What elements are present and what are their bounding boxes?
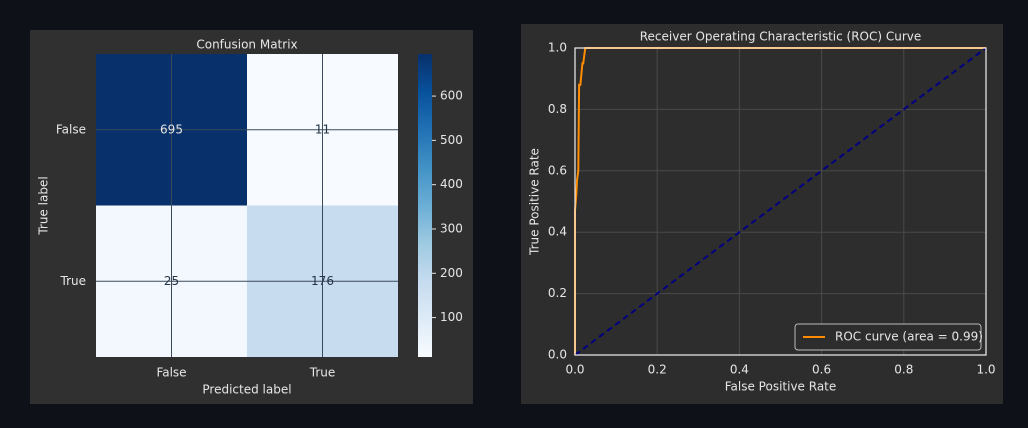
cell-label: 695: [160, 122, 183, 136]
x-tick-label: 1.0: [976, 363, 995, 377]
legend-label: ROC curve (area = 0.99): [835, 330, 983, 344]
y-tick-label: 0.0: [548, 348, 567, 362]
y-tick-label: False: [56, 122, 86, 136]
x-tick-label: 0.6: [812, 363, 831, 377]
y-tick-label: 0.6: [548, 163, 567, 177]
x-axis-label: Predicted label: [202, 383, 291, 397]
legend: [794, 323, 982, 351]
colorbar-tick-label: 500: [440, 133, 463, 147]
y-axis-label: True Positive Rate: [528, 148, 542, 256]
plot-frame: [574, 47, 987, 356]
y-tick-label: True: [60, 274, 87, 288]
colorbar-tick-label: 100: [440, 310, 463, 324]
colorbar-tick-label: 300: [440, 221, 463, 235]
x-tick-label: True: [309, 366, 336, 380]
line: [574, 47, 987, 356]
cell-label: 176: [311, 274, 334, 288]
cell-label: 11: [315, 122, 330, 136]
x-tick-label: 0.4: [730, 363, 749, 377]
x-tick-label: 0.2: [648, 363, 667, 377]
cell-label: 25: [164, 274, 179, 288]
colorbar-tick-label: 400: [440, 177, 463, 191]
x-tick-label: False: [156, 366, 186, 380]
colorbar-tick-label: 600: [440, 89, 463, 103]
chart-title: Receiver Operating Characteristic (ROC) …: [640, 30, 922, 44]
y-tick-label: 0.8: [548, 102, 567, 116]
chart-title: Confusion Matrix: [196, 38, 297, 52]
y-tick-label: 0.4: [548, 225, 567, 239]
colorbar: [418, 54, 432, 357]
y-axis-label: True label: [37, 176, 51, 235]
x-axis-label: False Positive Rate: [725, 380, 837, 394]
x-tick-label: 0.0: [565, 363, 584, 377]
y-tick-label: 1.0: [548, 41, 567, 55]
colorbar-tick-label: 200: [440, 266, 463, 280]
y-tick-label: 0.2: [548, 286, 567, 300]
x-tick-label: 0.8: [894, 363, 913, 377]
